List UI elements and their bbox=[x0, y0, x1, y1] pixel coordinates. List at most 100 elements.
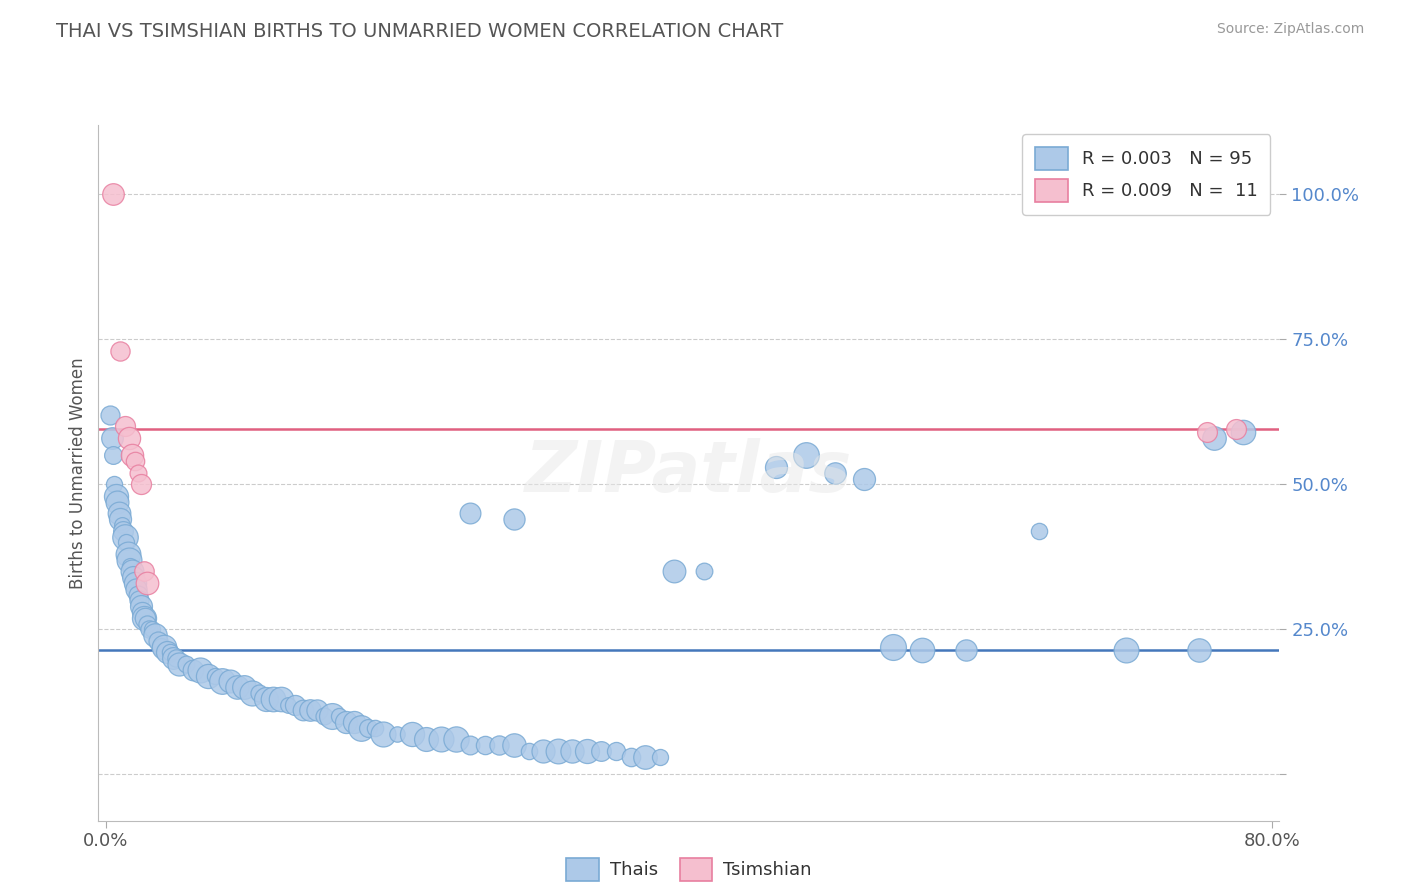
Point bbox=[218, 674, 240, 689]
Text: THAI VS TSIMSHIAN BIRTHS TO UNMARRIED WOMEN CORRELATION CHART: THAI VS TSIMSHIAN BIRTHS TO UNMARRIED WO… bbox=[56, 22, 783, 41]
Point bbox=[1115, 642, 1137, 657]
Point bbox=[517, 744, 540, 758]
Point bbox=[143, 628, 166, 642]
Point bbox=[488, 739, 510, 753]
Point bbox=[104, 489, 127, 503]
Point bbox=[135, 576, 157, 591]
Point bbox=[117, 547, 139, 561]
Point bbox=[111, 517, 134, 532]
Y-axis label: Births to Unmarried Women: Births to Unmarried Women bbox=[69, 357, 87, 589]
Point bbox=[364, 721, 387, 735]
Point bbox=[181, 663, 204, 677]
Point bbox=[204, 669, 226, 683]
Point bbox=[882, 640, 904, 654]
Point bbox=[124, 454, 146, 468]
Point bbox=[458, 507, 481, 521]
Point bbox=[233, 680, 256, 694]
Point bbox=[430, 732, 453, 747]
Point bbox=[605, 744, 627, 758]
Point bbox=[561, 744, 583, 758]
Point bbox=[114, 419, 136, 434]
Point bbox=[162, 651, 184, 665]
Point bbox=[110, 512, 132, 526]
Point bbox=[794, 448, 817, 462]
Point bbox=[254, 692, 277, 706]
Point bbox=[955, 642, 977, 657]
Point bbox=[103, 477, 125, 491]
Point bbox=[127, 588, 149, 602]
Point bbox=[350, 721, 373, 735]
Point bbox=[298, 703, 321, 717]
Point bbox=[634, 749, 657, 764]
Point bbox=[371, 726, 394, 740]
Point bbox=[1195, 425, 1218, 440]
Point bbox=[270, 692, 292, 706]
Point bbox=[1028, 524, 1050, 538]
Point bbox=[138, 623, 160, 637]
Point bbox=[134, 611, 156, 625]
Point bbox=[226, 680, 249, 694]
Point bbox=[153, 640, 176, 654]
Point bbox=[1232, 425, 1254, 440]
Point bbox=[591, 744, 613, 758]
Point bbox=[150, 640, 173, 654]
Point bbox=[474, 739, 496, 753]
Point bbox=[415, 732, 437, 747]
Point bbox=[1202, 431, 1225, 445]
Point bbox=[110, 344, 132, 359]
Point bbox=[335, 715, 357, 730]
Point bbox=[128, 593, 150, 607]
Point bbox=[105, 494, 128, 508]
Point bbox=[664, 565, 686, 579]
Point bbox=[131, 605, 153, 619]
Point bbox=[114, 530, 136, 544]
Point bbox=[291, 703, 314, 717]
Point bbox=[357, 721, 380, 735]
Legend: Thais, Tsimshian: Thais, Tsimshian bbox=[560, 850, 818, 888]
Point bbox=[911, 642, 934, 657]
Point bbox=[115, 535, 138, 549]
Point bbox=[159, 646, 181, 660]
Point bbox=[98, 408, 121, 422]
Point bbox=[101, 448, 124, 462]
Point bbox=[648, 749, 671, 764]
Point bbox=[1225, 422, 1247, 436]
Point bbox=[547, 744, 569, 758]
Point bbox=[165, 651, 187, 665]
Point bbox=[121, 565, 143, 579]
Point bbox=[1188, 642, 1211, 657]
Point bbox=[108, 507, 131, 521]
Point bbox=[240, 686, 263, 700]
Point bbox=[112, 524, 135, 538]
Point bbox=[284, 698, 307, 712]
Point bbox=[503, 739, 526, 753]
Point bbox=[141, 623, 163, 637]
Text: ZIPatlas: ZIPatlas bbox=[526, 438, 852, 508]
Point bbox=[124, 576, 146, 591]
Point bbox=[118, 431, 141, 445]
Point bbox=[118, 552, 141, 567]
Point bbox=[127, 466, 149, 480]
Point bbox=[277, 698, 299, 712]
Point bbox=[135, 616, 157, 631]
Point bbox=[100, 431, 122, 445]
Point bbox=[190, 663, 212, 677]
Point bbox=[132, 565, 155, 579]
Point bbox=[314, 709, 336, 723]
Point bbox=[321, 709, 343, 723]
Point bbox=[692, 565, 714, 579]
Text: Source: ZipAtlas.com: Source: ZipAtlas.com bbox=[1216, 22, 1364, 37]
Point bbox=[458, 739, 481, 753]
Point bbox=[167, 657, 190, 671]
Point bbox=[824, 466, 846, 480]
Point bbox=[531, 744, 554, 758]
Point bbox=[575, 744, 598, 758]
Point bbox=[852, 471, 875, 485]
Point bbox=[148, 633, 170, 648]
Point bbox=[247, 686, 270, 700]
Point bbox=[101, 187, 124, 202]
Point bbox=[387, 726, 409, 740]
Point bbox=[765, 460, 787, 475]
Point bbox=[342, 715, 364, 730]
Point bbox=[503, 512, 526, 526]
